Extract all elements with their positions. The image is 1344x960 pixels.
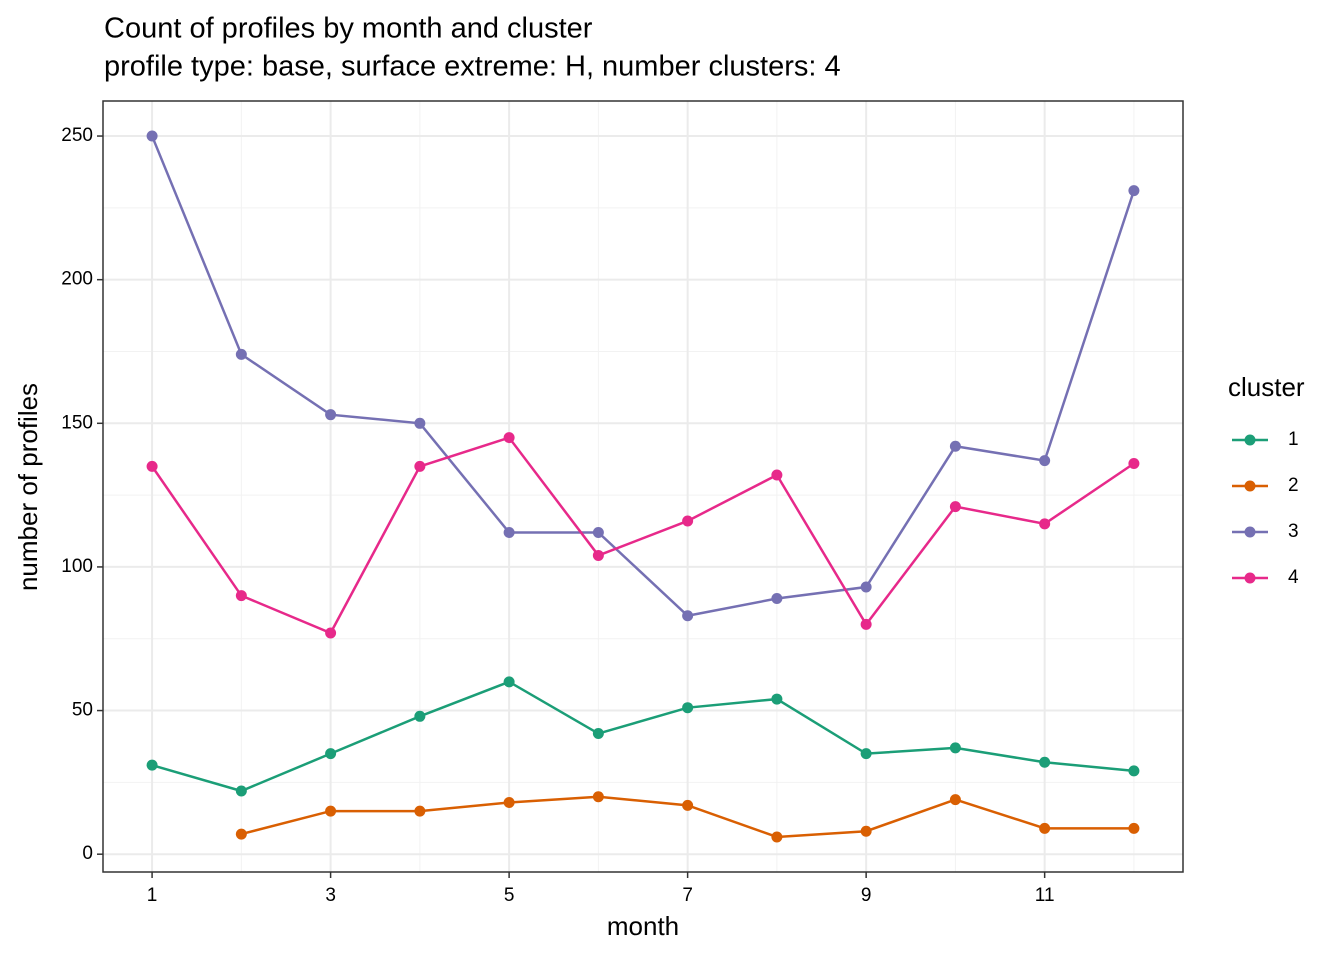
chart-subtitle: profile type: base, surface extreme: H, … [104, 51, 841, 83]
data-point [325, 627, 337, 639]
data-point [860, 618, 872, 630]
y-tick-label: 50 [72, 700, 93, 721]
data-point [146, 130, 158, 142]
data-point [503, 796, 515, 808]
data-point [503, 526, 515, 538]
y-tick-label: 150 [61, 412, 93, 433]
y-tick-label: 250 [61, 125, 93, 146]
x-tick-label: 7 [682, 885, 693, 906]
data-point [860, 825, 872, 837]
legend-label: 2 [1288, 475, 1299, 496]
data-point [235, 348, 247, 360]
legend-title: cluster [1228, 372, 1305, 402]
data-point [235, 785, 247, 797]
data-point [592, 526, 604, 538]
data-point [949, 794, 961, 806]
legend-key-point [1244, 434, 1256, 446]
data-point [860, 581, 872, 593]
y-tick-label: 0 [82, 843, 93, 864]
data-point [1128, 458, 1140, 470]
y-axis-label: number of profiles [13, 383, 43, 591]
data-point [682, 702, 694, 714]
data-point [860, 748, 872, 760]
x-tick-label: 3 [325, 885, 336, 906]
data-point [1039, 822, 1051, 834]
data-point [235, 828, 247, 840]
data-point [503, 676, 515, 688]
legend-key-point [1244, 572, 1256, 584]
x-tick-label: 1 [147, 885, 158, 906]
data-point [325, 748, 337, 760]
data-point [1039, 455, 1051, 467]
legend-key-point [1244, 480, 1256, 492]
data-point [682, 515, 694, 527]
x-tick-label: 9 [861, 885, 872, 906]
data-point [592, 549, 604, 561]
data-point [146, 759, 158, 771]
data-point [414, 805, 426, 817]
series-line [151, 680, 1135, 793]
data-point [592, 728, 604, 740]
x-axis-label: month [607, 911, 679, 941]
legend-key-point [1244, 526, 1256, 538]
x-tick-label: 5 [504, 885, 515, 906]
data-point [682, 610, 694, 622]
y-tick-label: 200 [61, 269, 93, 290]
data-point [592, 791, 604, 803]
data-point [1039, 518, 1051, 530]
x-tick-label: 11 [1035, 885, 1055, 906]
data-point [235, 590, 247, 602]
data-point [146, 460, 158, 472]
legend-label: 3 [1288, 521, 1299, 542]
data-point [414, 417, 426, 429]
series-line [150, 135, 1136, 618]
data-point [414, 710, 426, 722]
data-point [414, 460, 426, 472]
data-point [682, 799, 694, 811]
data-point [1128, 185, 1140, 197]
legend-label: 4 [1288, 567, 1299, 588]
data-point [771, 831, 783, 843]
data-point [325, 409, 337, 421]
plot-border [102, 100, 1184, 873]
data-point [771, 593, 783, 605]
data-point [949, 440, 961, 452]
data-point [1128, 765, 1140, 777]
data-point [1039, 756, 1051, 768]
data-point [949, 742, 961, 754]
data-point [949, 501, 961, 513]
legend-label: 1 [1288, 429, 1299, 450]
data-point [1128, 822, 1140, 834]
data-point [771, 693, 783, 705]
data-point [325, 805, 337, 817]
series-line [151, 436, 1135, 635]
y-tick-label: 100 [61, 556, 93, 577]
chart-title: Count of profiles by month and cluster [104, 13, 593, 45]
data-point [771, 469, 783, 481]
data-point [503, 432, 515, 444]
